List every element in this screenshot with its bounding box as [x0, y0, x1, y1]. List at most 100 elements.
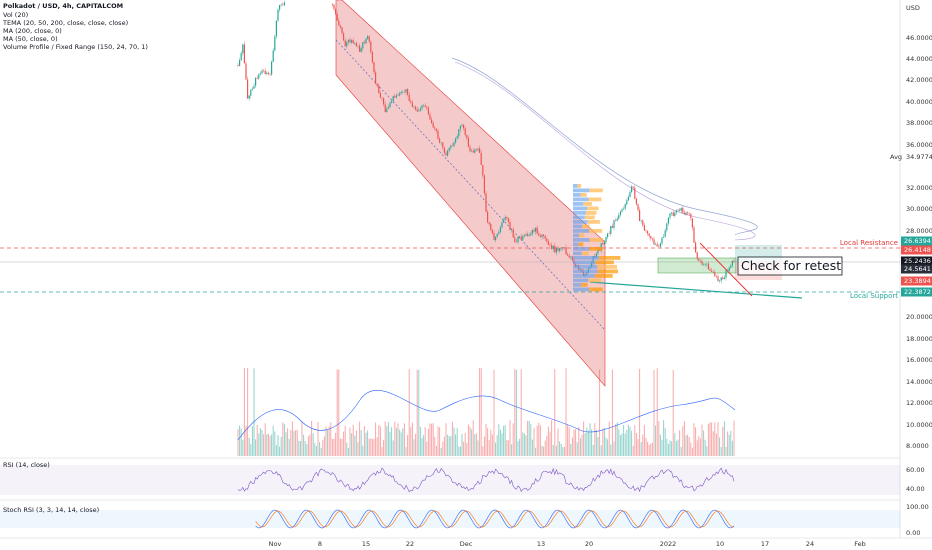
- candle-body: [339, 25, 341, 28]
- volume-bar: [674, 433, 676, 456]
- volume-bar: [717, 422, 719, 456]
- volume-bar: [603, 427, 605, 456]
- candle-body: [421, 105, 423, 109]
- candle-body: [720, 277, 722, 281]
- candle-body: [520, 236, 522, 240]
- volume-bar: [679, 430, 681, 456]
- candle-body: [335, 8, 337, 15]
- volume-bar: [568, 427, 570, 456]
- candle-body: [717, 276, 719, 282]
- volume-bar: [619, 435, 621, 456]
- volume-bar: [275, 445, 277, 456]
- indicator-legend: MA (200, close, 0): [3, 27, 62, 35]
- volume-bar: [482, 446, 484, 456]
- candle-body: [530, 233, 532, 236]
- volume-bar: [711, 422, 713, 456]
- profile-bar: [581, 251, 589, 256]
- volume-bar: [706, 446, 708, 456]
- volume-bar: [650, 443, 652, 456]
- volume-bar: [631, 430, 633, 456]
- price-badge: [901, 256, 932, 266]
- candle-body: [523, 235, 525, 237]
- volume-bar: [703, 430, 705, 456]
- price-badge-text: 23.3894: [904, 277, 931, 285]
- volume-bar: [515, 369, 517, 456]
- candle-body: [277, 9, 279, 21]
- profile-bar: [589, 247, 603, 251]
- volume-bar: [264, 423, 266, 456]
- volume-bar: [667, 443, 669, 456]
- candle-body: [419, 108, 421, 111]
- candle-body: [253, 85, 255, 89]
- descending-channel: [335, 0, 606, 387]
- profile-bar: [597, 265, 618, 269]
- candle-body: [525, 234, 527, 236]
- volume-bar: [727, 431, 729, 456]
- volume-bar: [562, 447, 564, 456]
- volume-bar: [656, 368, 658, 456]
- profile-bar: [577, 184, 581, 188]
- volume-bar: [695, 427, 697, 456]
- candle-body: [653, 239, 655, 245]
- candle-body: [504, 217, 506, 220]
- volume-bar: [253, 368, 255, 456]
- candle-body: [536, 227, 538, 234]
- candle-body: [426, 106, 428, 108]
- volume-bar: [512, 423, 514, 456]
- candle-body: [267, 72, 269, 74]
- volume-bar: [389, 431, 391, 456]
- volume-bar: [541, 445, 543, 456]
- profile-bar: [594, 274, 613, 278]
- candle-body: [522, 236, 524, 240]
- tema: [454, 61, 756, 241]
- candle-body: [269, 73, 271, 75]
- volume-bar: [563, 446, 565, 456]
- candle-body: [256, 77, 258, 79]
- volume-bar: [352, 424, 354, 456]
- volume-bar: [376, 437, 378, 456]
- profile-bar: [573, 184, 578, 188]
- candle-body: [701, 261, 703, 265]
- avg-label: Avg: [890, 153, 902, 161]
- volume-bar: [357, 442, 359, 456]
- time-label: 10: [716, 540, 724, 548]
- candle-body: [656, 244, 658, 247]
- volume-bar: [336, 369, 338, 456]
- volume-bar: [343, 431, 345, 456]
- candle-body: [671, 212, 673, 214]
- volume-bar: [384, 421, 386, 456]
- time-label: 13: [537, 540, 545, 548]
- candle-body: [367, 36, 369, 39]
- volume-bar: [595, 429, 597, 456]
- candle-body: [733, 260, 735, 263]
- candle-body: [282, 4, 284, 6]
- volume-bar: [658, 421, 660, 456]
- time-label: Feb: [854, 540, 866, 548]
- candle-body: [642, 220, 644, 226]
- volume-bar: [283, 424, 285, 456]
- candle-body: [632, 186, 634, 188]
- profile-bar: [573, 215, 585, 220]
- volume-bar: [415, 433, 417, 456]
- candle-body: [434, 127, 436, 129]
- candle-body: [336, 14, 338, 21]
- candle-body: [467, 137, 469, 147]
- volume-bar: [586, 427, 588, 456]
- volume-bar: [687, 434, 689, 456]
- profile-bar: [589, 287, 603, 292]
- volume-bar: [413, 439, 415, 456]
- profile-bar: [587, 220, 600, 224]
- volume-bar: [557, 428, 559, 456]
- price-badge-text: 22.3872: [904, 288, 931, 296]
- volume-bar: [312, 433, 314, 456]
- volume-bar: [634, 425, 636, 456]
- volume-bar: [565, 368, 567, 456]
- volume-bar: [317, 421, 319, 456]
- trendline: [699, 242, 753, 297]
- profile-bar: [573, 247, 590, 251]
- volume-bar: [467, 424, 469, 456]
- stoch-label: 100.00: [906, 503, 929, 511]
- volume-bar: [426, 441, 428, 456]
- candle-body: [667, 217, 669, 224]
- candle-body: [239, 60, 241, 66]
